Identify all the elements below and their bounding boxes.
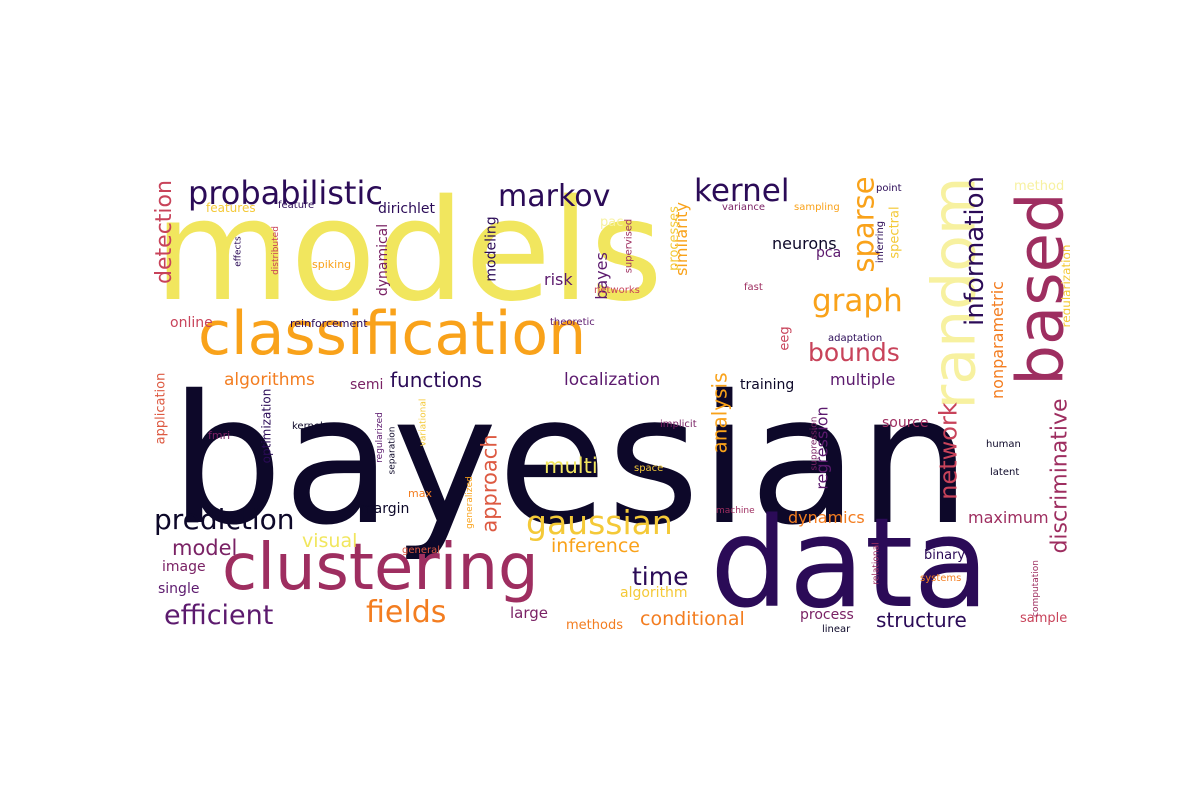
word-dirichlet: dirichlet <box>378 201 435 217</box>
word-classification: classification <box>198 299 587 369</box>
word-generalized: generalized <box>464 476 475 529</box>
word-data: data <box>710 492 990 636</box>
word-semi: semi <box>350 377 384 393</box>
word-efficient: efficient <box>164 600 274 631</box>
word-variance: variance <box>722 202 766 213</box>
word-spectral: spectral <box>887 205 903 259</box>
word-structure: structure <box>876 608 967 632</box>
word-adaptation: adaptation <box>828 333 883 344</box>
word-theoretic: theoretic <box>550 317 595 328</box>
word-bayesian: bayesian <box>170 357 971 564</box>
word-visual: visual <box>302 530 358 552</box>
word-inference: inference <box>551 535 640 557</box>
word-linear: linear <box>822 624 851 635</box>
word-spiking: spiking <box>312 258 352 271</box>
word-approach: approach <box>477 433 502 533</box>
word-sparse: sparse <box>846 176 881 273</box>
word-algorithms: algorithms <box>224 370 315 390</box>
word-sampling: sampling <box>794 202 840 213</box>
word-training: training <box>740 377 795 393</box>
word-processes: processes <box>666 206 682 271</box>
word-max: max <box>408 487 432 500</box>
word-functions: functions <box>390 368 483 392</box>
word-computation: computation <box>1030 560 1041 617</box>
word-suppression: suppression <box>808 416 819 470</box>
word-neurons: neurons <box>772 234 837 253</box>
word-pca: pca <box>816 245 842 261</box>
word-effects: effects <box>233 235 244 267</box>
word-algorithm: algorithm <box>620 585 688 601</box>
word-feature: feature <box>278 200 315 211</box>
word-cloud: models bayesian data classification clusteri… <box>154 176 1070 636</box>
word-variational: variational <box>417 398 428 446</box>
word-online: online <box>170 315 213 331</box>
word-multi: multi <box>544 454 598 478</box>
word-methods: methods <box>566 618 623 633</box>
word-fmri: fmri <box>208 429 231 442</box>
word-maximum: maximum <box>968 508 1049 527</box>
word-machine: machine <box>716 506 755 516</box>
word-binary: binary <box>924 548 966 563</box>
word-kernel: kernel <box>694 176 790 209</box>
word-latent: latent <box>990 467 1020 478</box>
word-fields: fields <box>366 595 447 630</box>
word-information: information <box>960 176 991 327</box>
word-multiple: multiple <box>830 370 896 389</box>
word-fast: fast <box>744 282 763 293</box>
word-analysis: analysis <box>706 372 731 453</box>
word-clustering: clustering <box>222 531 539 605</box>
word-features: features <box>206 201 256 215</box>
word-regularization: regularization <box>1058 244 1070 327</box>
word-process: process <box>800 607 854 623</box>
word-space: space <box>634 463 664 474</box>
word-image: image <box>162 559 206 575</box>
word-supervised: supervised <box>622 218 634 273</box>
word-point: point <box>876 183 902 194</box>
word-method: method <box>1014 179 1065 194</box>
word-pac: pac <box>600 215 624 230</box>
word-dynamical: dynamical <box>375 223 392 297</box>
word-regularized: regularized <box>374 412 385 463</box>
word-reinforcement: reinforcement <box>290 317 368 330</box>
word-single: single <box>158 581 200 597</box>
word-margin: margin <box>360 501 410 517</box>
word-dynamics: dynamics <box>788 508 865 527</box>
word-markov: markov <box>498 179 611 214</box>
word-prediction: prediction <box>154 503 295 536</box>
word-eeg: eeg <box>777 325 793 351</box>
word-separation: separation <box>386 426 397 474</box>
word-inferring: inferring <box>875 220 887 264</box>
word-models: models <box>154 176 663 333</box>
word-model: model <box>172 536 238 560</box>
word-detection: detection <box>154 180 177 284</box>
word-optimization: optimization <box>258 388 273 463</box>
word-relational: relational <box>871 541 882 585</box>
word-network: network <box>934 401 963 500</box>
word-source: source <box>882 415 929 431</box>
word-systems: systems <box>920 573 962 584</box>
word-graph: graph <box>812 283 903 319</box>
word-discriminative: discriminative <box>1047 397 1070 554</box>
word-general: general <box>402 545 441 556</box>
word-risk: risk <box>544 270 573 289</box>
word-gaussian: gaussian <box>526 503 673 542</box>
word-application: application <box>154 372 168 444</box>
word-nonparametric: nonparametric <box>987 281 1007 399</box>
word-large: large <box>510 604 549 622</box>
word-bounds: bounds <box>808 338 900 367</box>
word-kernels: kernels <box>292 421 329 432</box>
word-human: human <box>986 439 1021 450</box>
word-sample: sample <box>1020 611 1068 626</box>
word-implicit: implicit <box>660 419 697 430</box>
word-distributed: distributed <box>270 226 281 275</box>
word-modeling: modeling <box>483 215 500 282</box>
word-probabilistic: probabilistic <box>188 176 383 212</box>
word-time: time <box>632 562 689 591</box>
word-networks: networks <box>594 285 640 296</box>
word-localization: localization <box>564 370 661 390</box>
word-conditional: conditional <box>640 608 745 630</box>
